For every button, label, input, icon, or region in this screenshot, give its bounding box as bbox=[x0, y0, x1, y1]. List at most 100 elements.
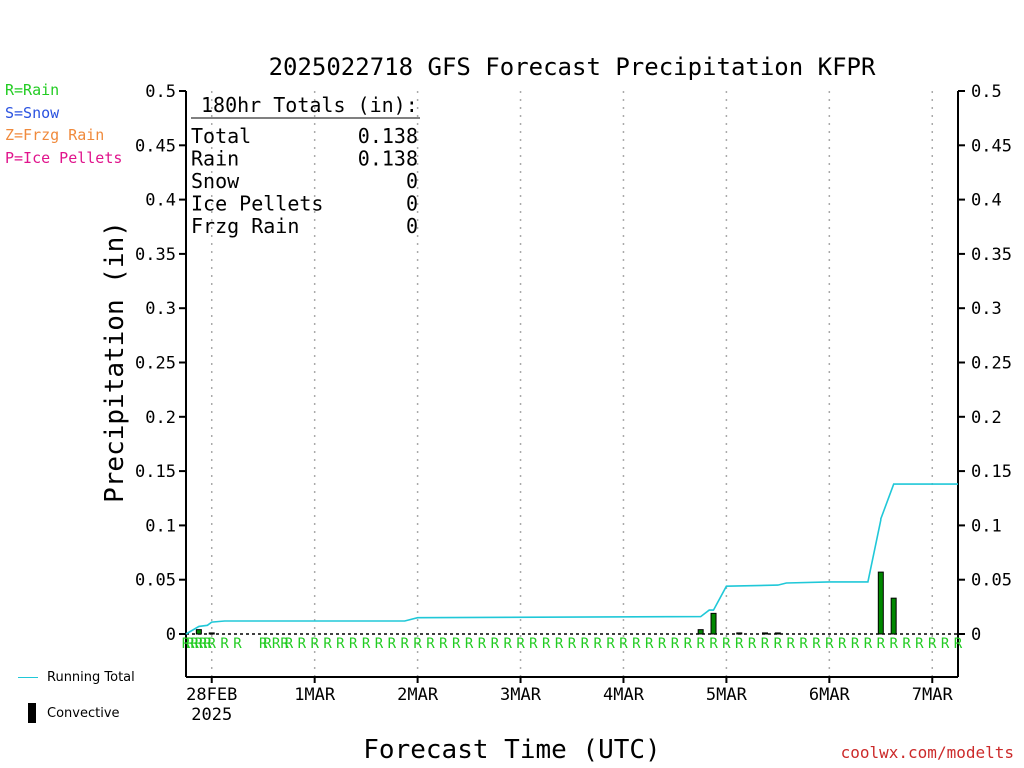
precip-type-marker: R bbox=[186, 636, 195, 652]
precip-type-marker: R bbox=[864, 636, 873, 652]
precip-type-marker: R bbox=[902, 636, 911, 652]
x-tick-label: 5MAR bbox=[706, 685, 748, 705]
convective-bar bbox=[774, 632, 781, 635]
y-tick-label-right: 0.15 bbox=[971, 462, 1012, 482]
precip-type-marker: R bbox=[362, 636, 371, 652]
y-tick-label-left: 0.15 bbox=[135, 462, 176, 482]
precip-type-marker: R bbox=[812, 636, 821, 652]
totals-row-label: Frzg Rain bbox=[191, 214, 299, 238]
totals-row-label: Ice Pellets bbox=[191, 192, 323, 216]
y-tick-label-left: 0.3 bbox=[145, 299, 176, 319]
y-tick-label-left: 0.35 bbox=[135, 245, 176, 265]
totals-row-value: 0 bbox=[406, 169, 418, 193]
precip-type-marker: R bbox=[658, 636, 667, 652]
precip-type-marker: R bbox=[748, 636, 757, 652]
convective-bars bbox=[195, 571, 897, 635]
precip-type-marker: R bbox=[259, 636, 268, 652]
totals-row-value: 0.138 bbox=[358, 124, 418, 148]
precip-type-marker: R bbox=[838, 636, 847, 652]
credit-text: coolwx.com/modelts bbox=[840, 743, 1014, 762]
y-tick-label-right: 0.25 bbox=[971, 354, 1012, 374]
totals-box: 180hr Totals (in): Total 0.138 Rain 0.138 Sno… bbox=[191, 93, 420, 238]
precip-type-marker: R bbox=[889, 636, 898, 652]
precip-type-marker: R bbox=[645, 636, 654, 652]
convective-bar bbox=[195, 629, 202, 635]
precip-type-marker: R bbox=[619, 636, 628, 652]
totals-row-value: 0.138 bbox=[358, 147, 418, 171]
precip-type-marker: R bbox=[516, 636, 525, 652]
running-total-line bbox=[185, 483, 958, 635]
convective-legend-label: Convective bbox=[47, 706, 120, 721]
convective-bar bbox=[697, 629, 704, 635]
precip-type-marker: R bbox=[941, 636, 950, 652]
precip-type-marker: R bbox=[542, 636, 551, 652]
precip-type-marker: R bbox=[915, 636, 924, 652]
x-tick-label: 2MAR bbox=[397, 685, 439, 705]
precip-type-marker: R bbox=[349, 636, 358, 652]
legend-snow: S=Snow bbox=[5, 104, 60, 122]
y-tick-label-right: 0.2 bbox=[971, 408, 1002, 428]
y-tick-label-left: 0.1 bbox=[145, 516, 176, 536]
x-tick-label: 28FEB bbox=[186, 685, 237, 705]
precip-type-marker: R bbox=[696, 636, 705, 652]
precip-type-marker: R bbox=[190, 636, 199, 652]
y-tick-label-left: 0.25 bbox=[135, 354, 176, 374]
precip-type-marker: R bbox=[465, 636, 474, 652]
x-tick-label: 1MAR bbox=[294, 685, 336, 705]
precip-type-marker: R bbox=[220, 636, 229, 652]
y-tick-label-right: 0.5 bbox=[971, 82, 1002, 102]
convective-swatch bbox=[28, 703, 36, 723]
legend-rain: R=Rain bbox=[5, 81, 60, 99]
precip-type-marker: R bbox=[478, 636, 487, 652]
convective-bar bbox=[736, 632, 743, 635]
precip-type-marker: R bbox=[529, 636, 538, 652]
y-tick-label-left: 0.5 bbox=[145, 82, 176, 102]
precip-type-marker: R bbox=[426, 636, 435, 652]
convective-bar bbox=[208, 632, 215, 635]
precip-type-marker: R bbox=[851, 636, 860, 652]
x-tick-sublabel: 2025 bbox=[191, 705, 232, 725]
y-tick-label-left: 0.4 bbox=[145, 191, 176, 211]
running-total-swatch bbox=[18, 677, 38, 678]
plot-grid bbox=[210, 91, 934, 677]
y-tick-label-left: 0.45 bbox=[135, 136, 176, 156]
y-tick-label-right: 0.45 bbox=[971, 136, 1012, 156]
precip-type-marker: R bbox=[606, 636, 615, 652]
precip-type-marker: R bbox=[195, 636, 204, 652]
legend-frzg-rain: Z=Frzg Rain bbox=[5, 126, 105, 144]
precip-type-marker: R bbox=[203, 636, 212, 652]
y-tick-label-left: 0 bbox=[166, 625, 176, 645]
precip-type-marker: R bbox=[761, 636, 770, 652]
precip-type-marker: R bbox=[684, 636, 693, 652]
legend-ice-pellets: P=Ice Pellets bbox=[5, 149, 123, 167]
totals-row-value: 0 bbox=[406, 214, 418, 238]
y-axis-label: Precipitation (in) bbox=[100, 221, 130, 503]
y-tick-label-left: 0.05 bbox=[135, 571, 176, 591]
totals-row-value: 0 bbox=[406, 192, 418, 216]
precip-type-marker: R bbox=[439, 636, 448, 652]
convective-bar bbox=[890, 597, 897, 635]
chart-title: 2025022718 GFS Forecast Precipitation KF… bbox=[269, 53, 876, 81]
precip-type-marker: R bbox=[208, 636, 217, 652]
precip-type-marker: R bbox=[709, 636, 718, 652]
precip-type-marker: R bbox=[233, 636, 242, 652]
precip-type-marker: R bbox=[413, 636, 422, 652]
precip-type-marker: R bbox=[263, 636, 272, 652]
convective-bar bbox=[710, 612, 717, 635]
precip-type-marker: R bbox=[336, 636, 345, 652]
precip-type-marker: R bbox=[182, 636, 191, 652]
y-tick-label-left: 0.2 bbox=[145, 408, 176, 428]
precip-type-marker: R bbox=[388, 636, 397, 652]
precip-type-marker: R bbox=[825, 636, 834, 652]
precip-type-marker: R bbox=[503, 636, 512, 652]
y-tick-label-right: 0.05 bbox=[971, 571, 1012, 591]
y-tick-label-right: 0.4 bbox=[971, 191, 1002, 211]
y-tick-label-right: 0.1 bbox=[971, 516, 1002, 536]
precip-type-marker: R bbox=[632, 636, 641, 652]
precip-type-marker: R bbox=[285, 636, 294, 652]
totals-row-label: Total bbox=[191, 124, 251, 148]
totals-row-label: Snow bbox=[191, 169, 240, 193]
x-tick-label: 3MAR bbox=[500, 685, 542, 705]
